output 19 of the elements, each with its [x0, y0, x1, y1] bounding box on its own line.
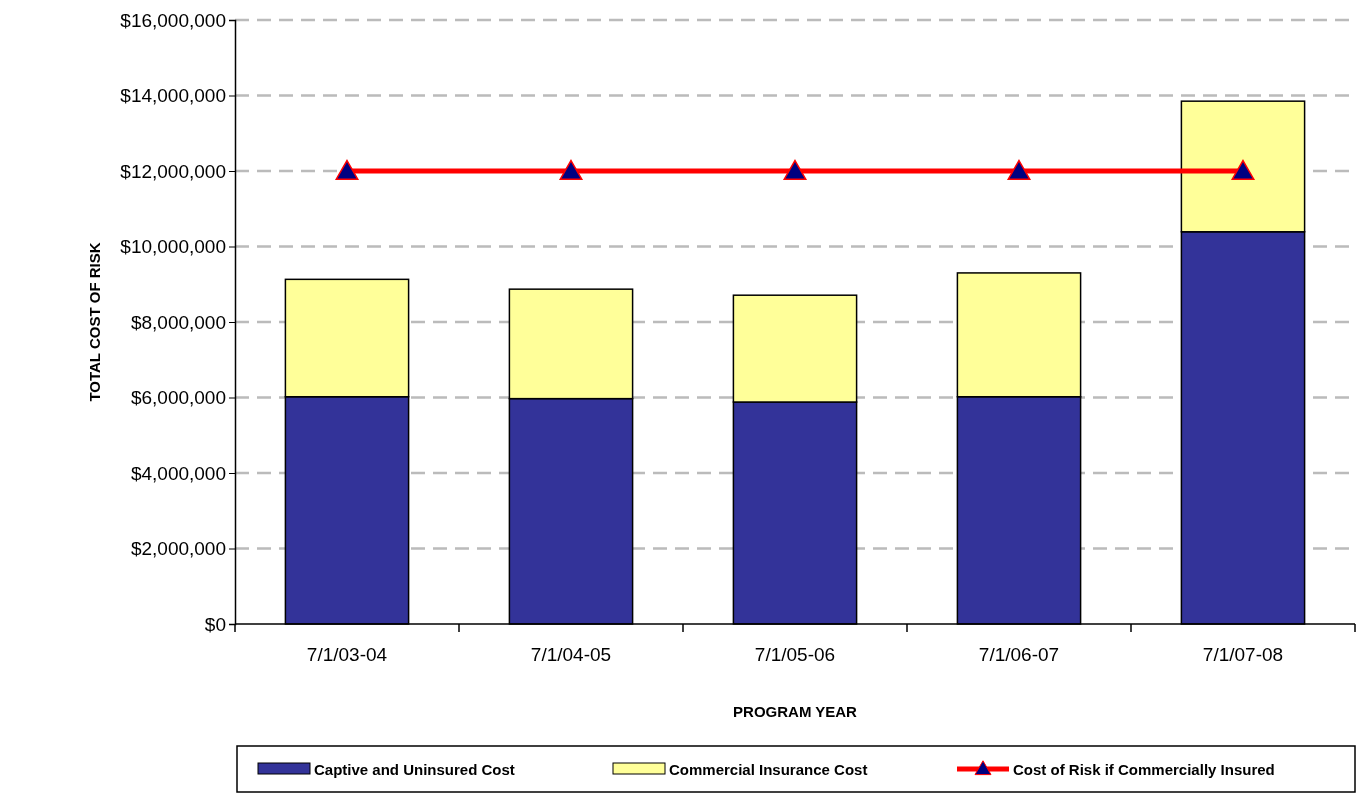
y-tick-label: $6,000,000: [130, 387, 226, 409]
y-tick-label: $14,000,000: [120, 85, 226, 107]
legend-label: Cost of Risk if Commercially Insured: [1013, 761, 1275, 778]
y-tick-label: $12,000,000: [120, 160, 226, 182]
x-tick-label: 7/1/04-05: [530, 644, 612, 665]
x-tick-label: 7/1/03-04: [306, 644, 388, 665]
y-tick-label: $16,000,000: [120, 9, 226, 31]
y-tick-label: $4,000,000: [130, 462, 226, 484]
y-tick-label: $8,000,000: [130, 311, 226, 333]
legend-label: Captive and Uninsured Cost: [314, 761, 515, 778]
y-tick-label: $2,000,000: [130, 538, 226, 560]
y-axis-title: TOTAL COST OF RISK: [86, 242, 103, 402]
x-tick-label: 7/1/05-06: [754, 644, 836, 665]
x-tick-label: 7/1/07-08: [1202, 644, 1284, 665]
y-tick-label: $10,000,000: [120, 236, 226, 258]
x-tick-label: 7/1/06-07: [978, 644, 1060, 665]
x-axis-title: PROGRAM YEAR: [733, 703, 858, 720]
legend-label: Commercial Insurance Cost: [669, 761, 868, 778]
y-tick-label: $0: [204, 613, 226, 635]
